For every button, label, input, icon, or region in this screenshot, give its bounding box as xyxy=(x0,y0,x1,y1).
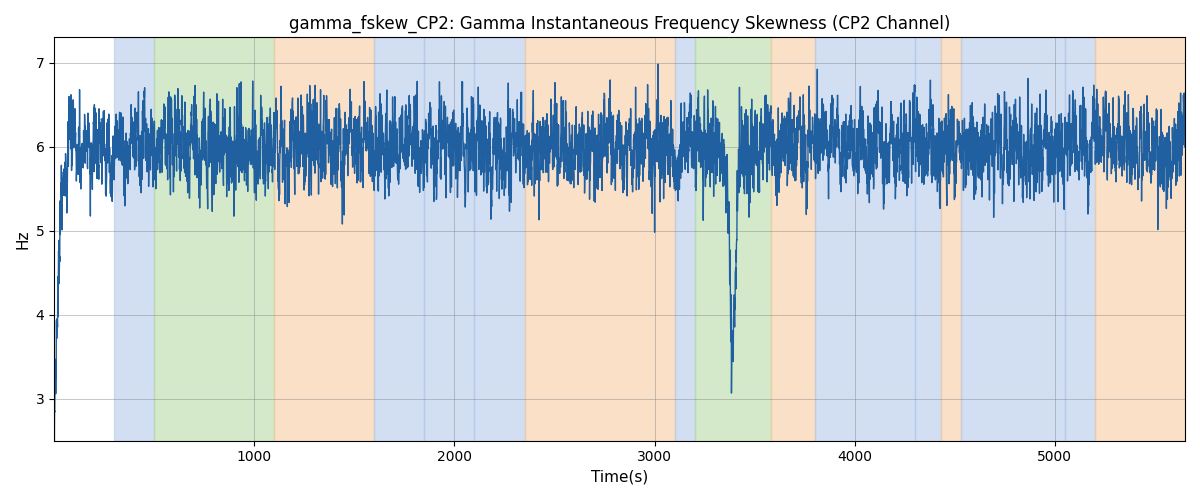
Bar xyxy=(155,38,275,440)
Bar xyxy=(374,38,425,440)
Bar xyxy=(524,38,674,440)
Bar xyxy=(1094,38,1186,440)
Bar xyxy=(695,38,770,440)
Title: gamma_fskew_CP2: Gamma Instantaneous Frequency Skewness (CP2 Channel): gamma_fskew_CP2: Gamma Instantaneous Fre… xyxy=(289,15,950,34)
Bar xyxy=(1064,38,1094,440)
Bar xyxy=(474,38,524,440)
Bar xyxy=(815,38,914,440)
Bar xyxy=(914,38,941,440)
Bar xyxy=(941,38,961,440)
Bar xyxy=(275,38,374,440)
X-axis label: Time(s): Time(s) xyxy=(590,470,648,485)
Bar xyxy=(114,38,155,440)
Bar xyxy=(961,38,1064,440)
Bar xyxy=(770,38,815,440)
Bar xyxy=(674,38,695,440)
Bar xyxy=(425,38,474,440)
Y-axis label: Hz: Hz xyxy=(16,230,30,249)
